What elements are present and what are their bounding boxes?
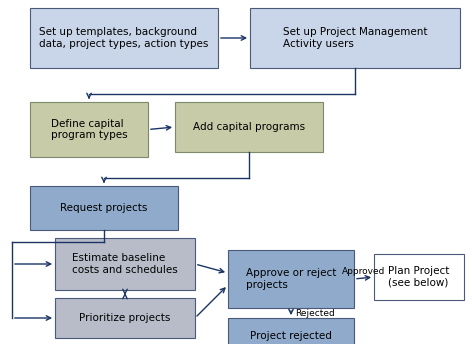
Text: Add capital programs: Add capital programs xyxy=(193,122,305,132)
FancyBboxPatch shape xyxy=(175,102,323,152)
Text: Plan Project
(see below): Plan Project (see below) xyxy=(388,266,450,288)
Text: Project rejected: Project rejected xyxy=(250,331,332,341)
Text: Set up Project Management
Activity users: Set up Project Management Activity users xyxy=(283,27,427,49)
Text: Set up templates, background
data, project types, action types: Set up templates, background data, proje… xyxy=(39,27,209,49)
Text: Prioritize projects: Prioritize projects xyxy=(79,313,171,323)
FancyBboxPatch shape xyxy=(30,8,218,68)
FancyBboxPatch shape xyxy=(228,318,354,344)
FancyBboxPatch shape xyxy=(30,186,178,230)
FancyBboxPatch shape xyxy=(250,8,460,68)
Text: Estimate baseline
costs and schedules: Estimate baseline costs and schedules xyxy=(72,253,178,275)
Text: Request projects: Request projects xyxy=(60,203,148,213)
FancyBboxPatch shape xyxy=(55,238,195,290)
Text: Rejected: Rejected xyxy=(295,309,335,318)
FancyBboxPatch shape xyxy=(374,254,464,300)
Text: Approved: Approved xyxy=(342,267,386,276)
FancyBboxPatch shape xyxy=(30,102,148,157)
Text: Define capital
program types: Define capital program types xyxy=(51,119,127,140)
Text: Approve or reject
projects: Approve or reject projects xyxy=(246,268,336,290)
FancyBboxPatch shape xyxy=(55,298,195,338)
FancyBboxPatch shape xyxy=(228,250,354,308)
